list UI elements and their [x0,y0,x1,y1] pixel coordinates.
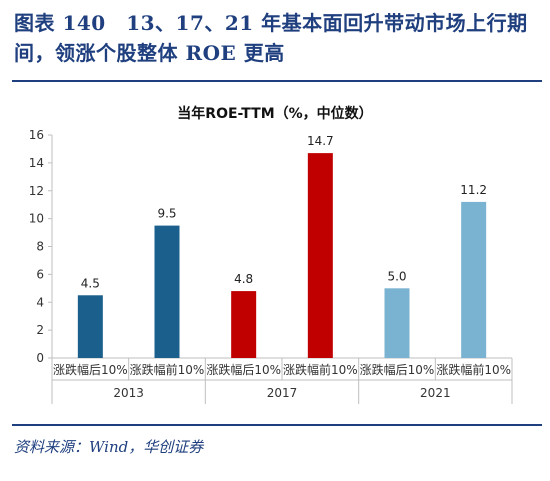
figure-title: 图表 140 13、17、21 年基本面回升带动市场上行期间，领涨个股整体 RO… [14,11,528,65]
category-label: 涨跌幅后10% [360,362,435,377]
data-label: 4.5 [81,276,100,290]
category-label: 涨跌幅前10% [283,362,358,377]
source-note: 资料来源：Wind，华创证券 [14,438,204,456]
title-divider [12,80,542,82]
data-label: 4.8 [234,272,253,286]
bar [461,201,487,358]
y-tick-label: 10 [29,212,44,226]
bar [384,288,410,358]
data-label: 5.0 [387,269,406,283]
bar [307,153,333,358]
chart-axes: 0 2 4 6 8 10 12 14 16 [29,128,513,404]
category-label: 涨跌幅前10% [130,362,205,377]
y-tick-label: 12 [29,184,44,198]
group-label: 2021 [420,386,451,400]
bar [154,225,180,358]
category-label: 涨跌幅前10% [436,362,511,377]
group-label: 2017 [267,386,298,400]
y-tick-label: 4 [36,295,44,309]
chart-labels: 4.5 涨跌幅后10% 9.5 涨跌幅前10% 4.8 涨跌幅后10% 14.7 涨跌幅前10… [53,134,511,400]
bar [77,295,103,358]
y-tick-label: 8 [36,240,44,254]
y-tick-label: 16 [29,128,44,142]
source-divider [12,424,542,426]
data-label: 11.2 [460,183,487,197]
category-label: 涨跌幅后10% [53,362,128,377]
chart-bars [77,153,487,358]
data-label: 9.5 [157,207,176,221]
y-tick-label: 2 [36,323,44,337]
data-label: 14.7 [307,134,334,148]
y-tick-label: 0 [36,351,44,365]
y-tick-label: 14 [29,156,44,170]
group-label: 2013 [113,386,144,400]
y-tick-label: 6 [36,267,44,281]
bar-chart: 当年ROE-TTM（%，中位数） 0 2 4 6 8 10 12 14 16 4.5 涨跌幅后10… [29,105,513,404]
chart-title: 当年ROE-TTM（%，中位数） [177,105,372,122]
bar [231,291,257,358]
category-label: 涨跌幅后10% [206,362,281,377]
